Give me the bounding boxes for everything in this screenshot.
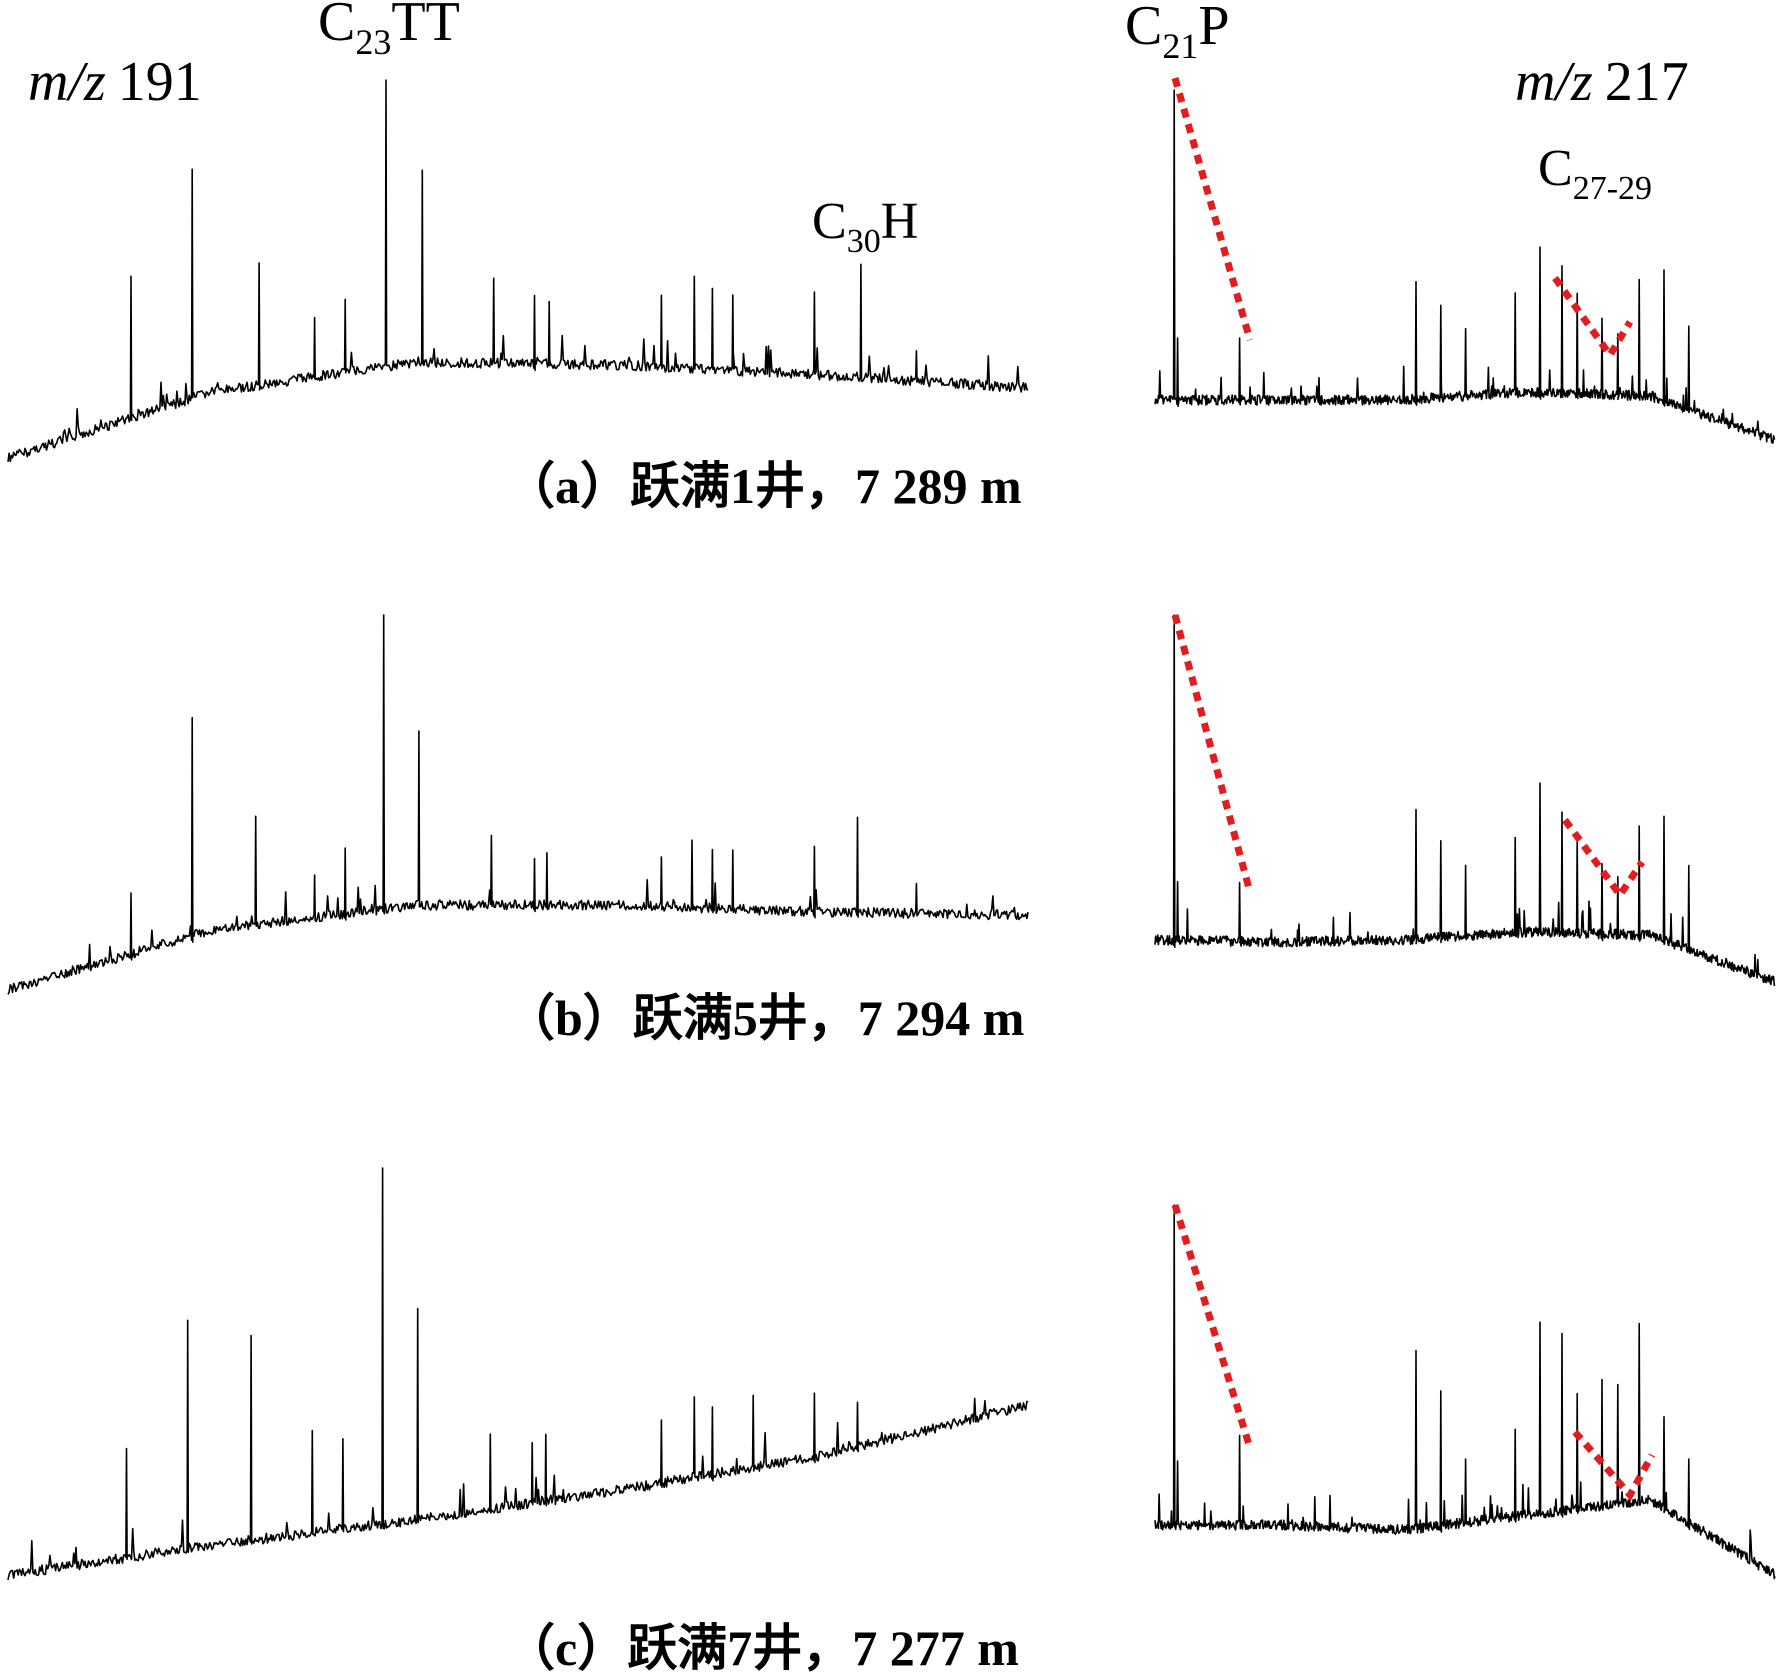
trace-b-217 <box>1154 614 1776 987</box>
guide-line-c21p-a <box>1171 77 1254 341</box>
trend-guides <box>1171 77 1656 1502</box>
guide-line-c21p-b <box>1171 614 1254 893</box>
trace-a-217 <box>1154 89 1776 444</box>
ion-label-m-z-217: m/z 217 <box>1515 51 1689 113</box>
ion-label-m-z-191: m/z 191 <box>28 51 202 113</box>
chromatogram-traces <box>7 79 1776 1581</box>
panel-caption-c: （c）跃满7井，7 277 m <box>505 1620 1019 1676</box>
guide-line-c27-29-b <box>1562 817 1645 902</box>
guide-line-c27-29-a <box>1552 275 1633 362</box>
panel-caption-b: （b）跃满5井，7 294 m <box>505 990 1024 1046</box>
compound-label-c23tt: C23TT <box>318 0 460 62</box>
guide-line-c21p-c <box>1171 1203 1254 1450</box>
trace-c-217 <box>1154 1204 1776 1580</box>
trace-b-191 <box>7 614 1029 995</box>
compound-label-c21p: C21P <box>1125 0 1230 66</box>
compound-label-c30h: C30H <box>812 193 918 260</box>
guide-line-c27-29-c <box>1572 1429 1656 1502</box>
panel-caption-a: （a）跃满1井，7 289 m <box>505 458 1022 514</box>
trace-a-191 <box>7 79 1029 463</box>
trace-c-191 <box>7 1167 1029 1581</box>
compound-label-c27-29: C27-29 <box>1538 140 1652 207</box>
